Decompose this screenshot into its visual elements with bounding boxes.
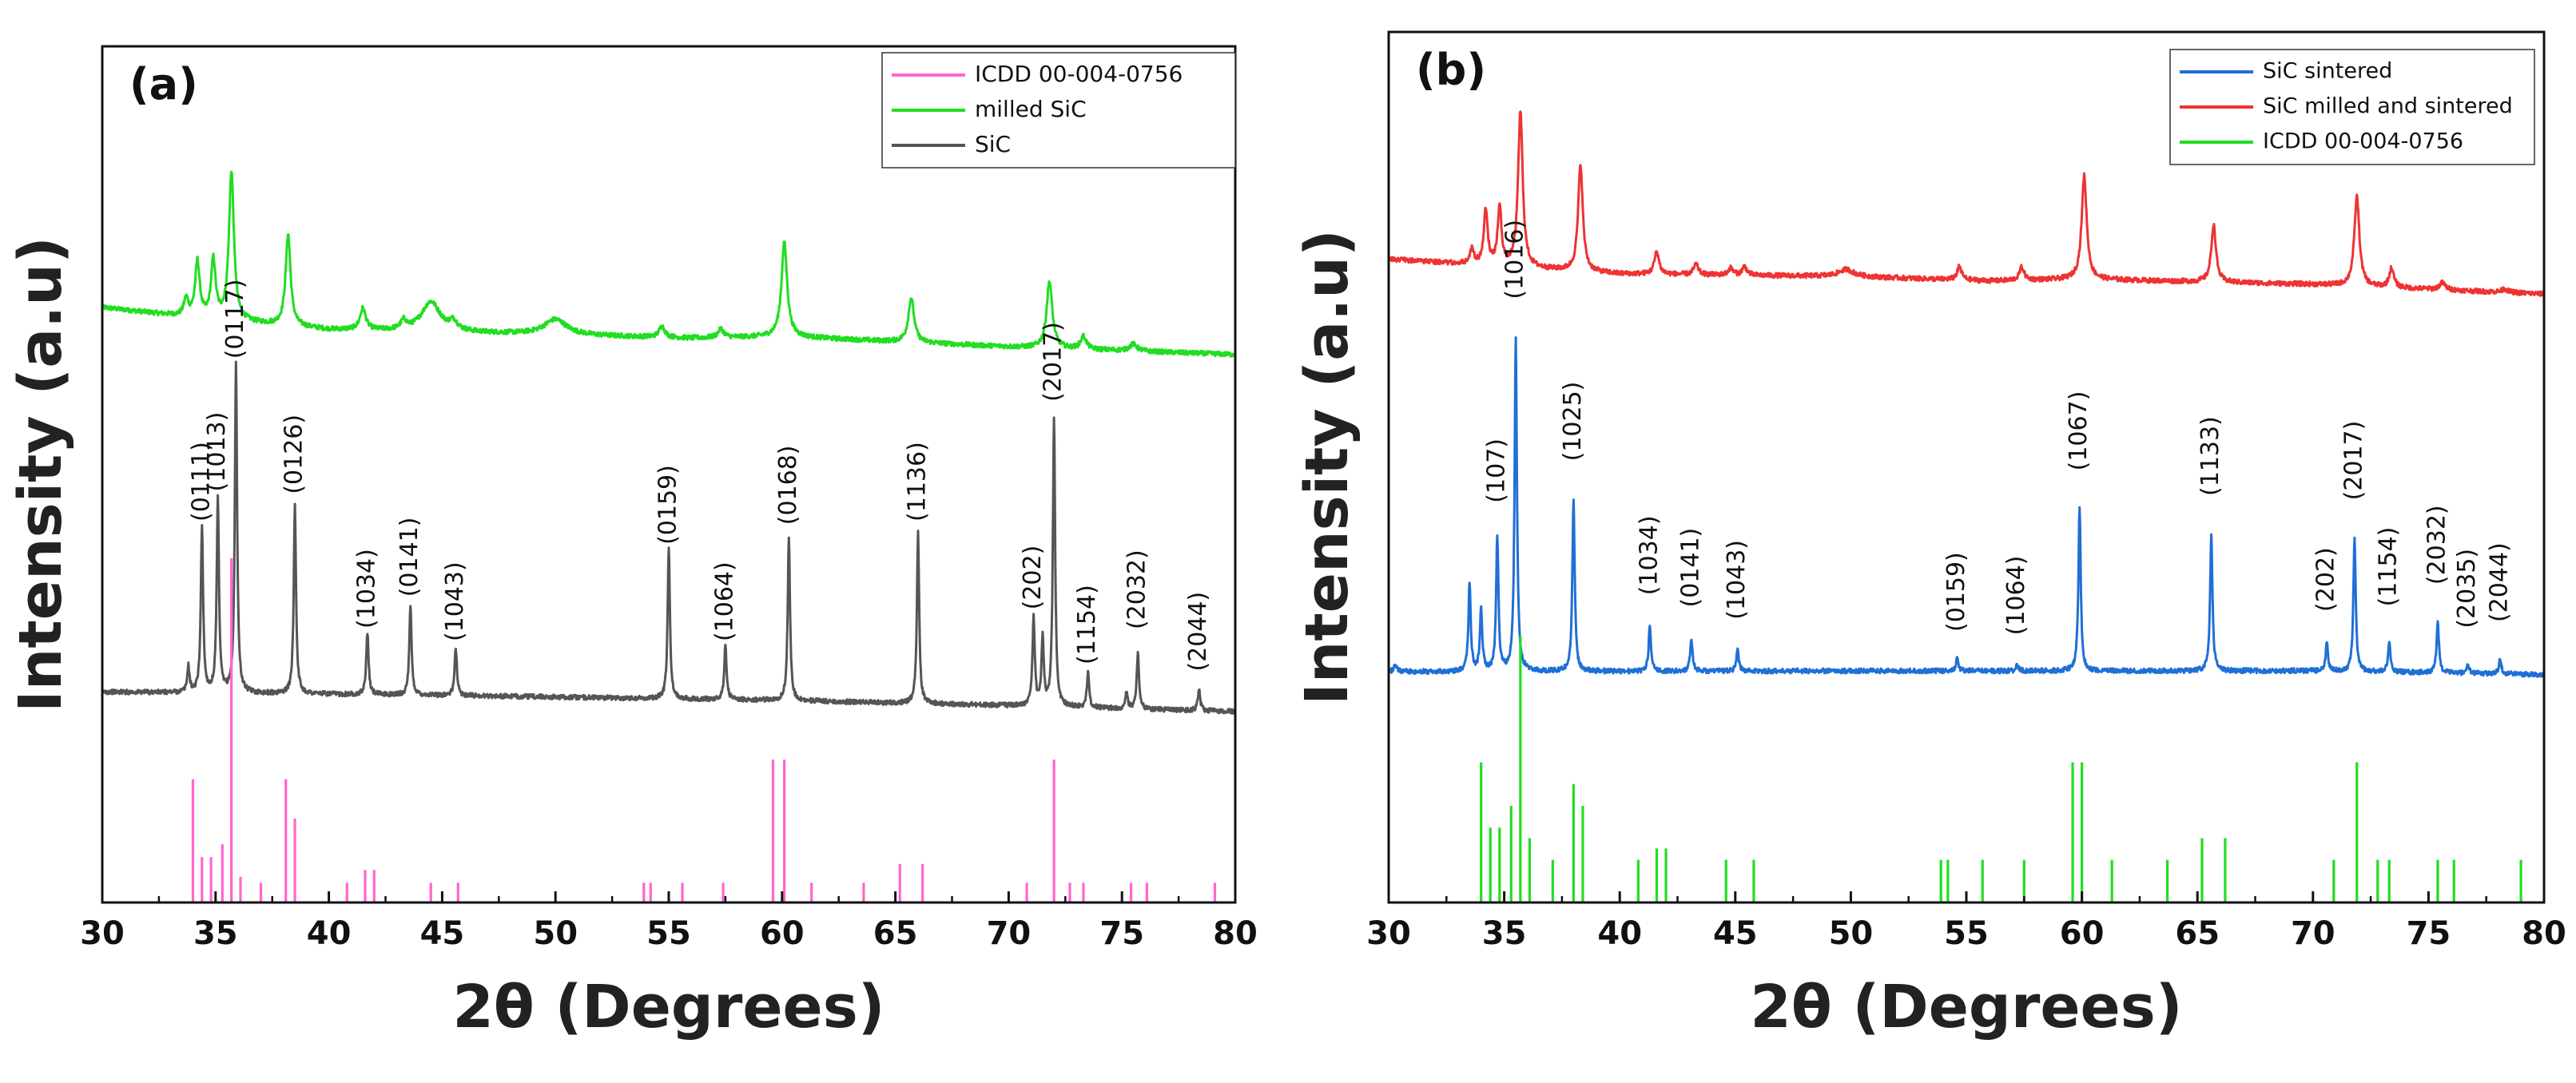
legend-entry-label: SiC sintered xyxy=(2263,59,2392,84)
series-icdd-00-004-0756 xyxy=(1480,636,2522,902)
peak-label: (0159) xyxy=(1942,552,1970,632)
x-tick-label: 50 xyxy=(1829,915,1874,952)
x-tick-label: 50 xyxy=(533,915,578,952)
peak-label: (0117) xyxy=(221,280,249,359)
series-sic-sintered xyxy=(1389,336,2544,678)
panel-label: (a) xyxy=(129,59,198,109)
peak-label: (1034) xyxy=(352,549,380,629)
peak-label: (1043) xyxy=(441,561,469,641)
x-tick-label: 35 xyxy=(193,915,238,952)
peak-label: (1064) xyxy=(710,561,738,641)
peak-label: (1154) xyxy=(2375,527,2403,607)
peak-label: (1064) xyxy=(2002,556,2030,636)
x-tick-label: 70 xyxy=(2291,915,2335,952)
x-tick-label: 70 xyxy=(987,915,1032,952)
y-axis-title: Intensity (a.u) xyxy=(6,236,75,712)
peak-label: (0141) xyxy=(1676,528,1704,608)
y-axis-title: Intensity (a.u) xyxy=(1293,229,1362,705)
xrd-pattern-line xyxy=(102,360,1235,715)
legend-entry-label: ICDD 00-004-0756 xyxy=(975,61,1183,87)
xrd-pattern-line xyxy=(102,170,1235,358)
x-tick-label: 80 xyxy=(2522,915,2566,952)
legend-entry-label: ICDD 00-004-0756 xyxy=(2263,129,2463,154)
legend: ICDD 00-004-0756 milled SiC SiC xyxy=(881,52,1236,169)
peak-label: (1013) xyxy=(203,412,231,492)
x-tick-label: 30 xyxy=(80,915,125,952)
x-tick-label: 55 xyxy=(1944,915,1989,952)
x-tick-label: 40 xyxy=(1597,915,1642,952)
series-sic-milled-and-sintered xyxy=(1389,110,2544,297)
peak-label: (2032) xyxy=(1123,549,1151,629)
xrd-pattern-line xyxy=(1389,336,2544,678)
series-icdd-00-004-0756 xyxy=(191,558,1217,902)
x-tick-label: 80 xyxy=(1213,915,1258,952)
panel-label: (b) xyxy=(1416,45,1486,95)
panel-b: (107) (1016) (1025) (1034) (0141) (1043) (0159… xyxy=(1293,30,2566,1041)
panel-a: (0111)(1013) (0117) (0126) (1034) (0141) (104… xyxy=(6,45,1258,1041)
peak-label: (1136) xyxy=(903,442,931,522)
legend-entry-label: SiC milled and sintered xyxy=(2263,94,2513,119)
peak-label: (1067) xyxy=(2065,391,2093,471)
x-tick-label: 60 xyxy=(2060,915,2105,952)
x-tick-label: 60 xyxy=(760,915,805,952)
peak-label: (1034) xyxy=(1635,515,1663,595)
x-tick-label: 65 xyxy=(2175,915,2220,952)
x-tick-label: 45 xyxy=(420,915,465,952)
peak-label: (2032) xyxy=(2423,505,2451,585)
peak-label: (2044) xyxy=(1184,592,1212,672)
legend: SiC sintered SiC milled and sintered ICDD … xyxy=(2169,49,2535,165)
peak-label: (202) xyxy=(2312,547,2340,612)
peak-label: (1133) xyxy=(2196,416,2224,496)
series-sic xyxy=(102,360,1235,715)
x-tick-label: 30 xyxy=(1366,915,1411,952)
x-axis-title: 2θ (Degrees) xyxy=(1750,973,2182,1041)
peak-label: (2017) xyxy=(1040,322,1067,402)
peak-label: (2017) xyxy=(2339,421,2367,501)
x-tick-label: 40 xyxy=(307,915,352,952)
x-tick-label: 45 xyxy=(1713,915,1758,952)
x-tick-label: 65 xyxy=(873,915,918,952)
peak-label: (0141) xyxy=(396,518,423,597)
legend-entry-label: milled SiC xyxy=(975,96,1087,122)
peak-label: (202) xyxy=(1019,545,1047,610)
peak-label: (1043) xyxy=(1723,540,1751,620)
x-tick-label: 75 xyxy=(2407,915,2451,952)
peak-label: (2035) xyxy=(2453,549,2481,629)
peak-label: (0126) xyxy=(280,415,308,494)
peak-label: (0159) xyxy=(654,465,682,545)
peak-label: (1154) xyxy=(1073,585,1101,664)
peak-label: (0168) xyxy=(774,445,802,525)
peak-label: (1016) xyxy=(1501,220,1529,300)
series-milled-sic xyxy=(102,170,1235,358)
peak-label: (2044) xyxy=(2486,542,2514,622)
xrd-pattern-line xyxy=(1389,110,2544,297)
x-tick-label: 35 xyxy=(1482,915,1527,952)
peak-label: (1025) xyxy=(1559,382,1587,462)
x-axis-title: 2θ (Degrees) xyxy=(452,973,885,1041)
legend-entry-label: SiC xyxy=(975,131,1011,157)
peak-label: (0111) xyxy=(187,442,215,522)
peak-label: (107) xyxy=(1482,438,1510,503)
x-tick-label: 75 xyxy=(1099,915,1144,952)
x-tick-label: 55 xyxy=(646,915,691,952)
